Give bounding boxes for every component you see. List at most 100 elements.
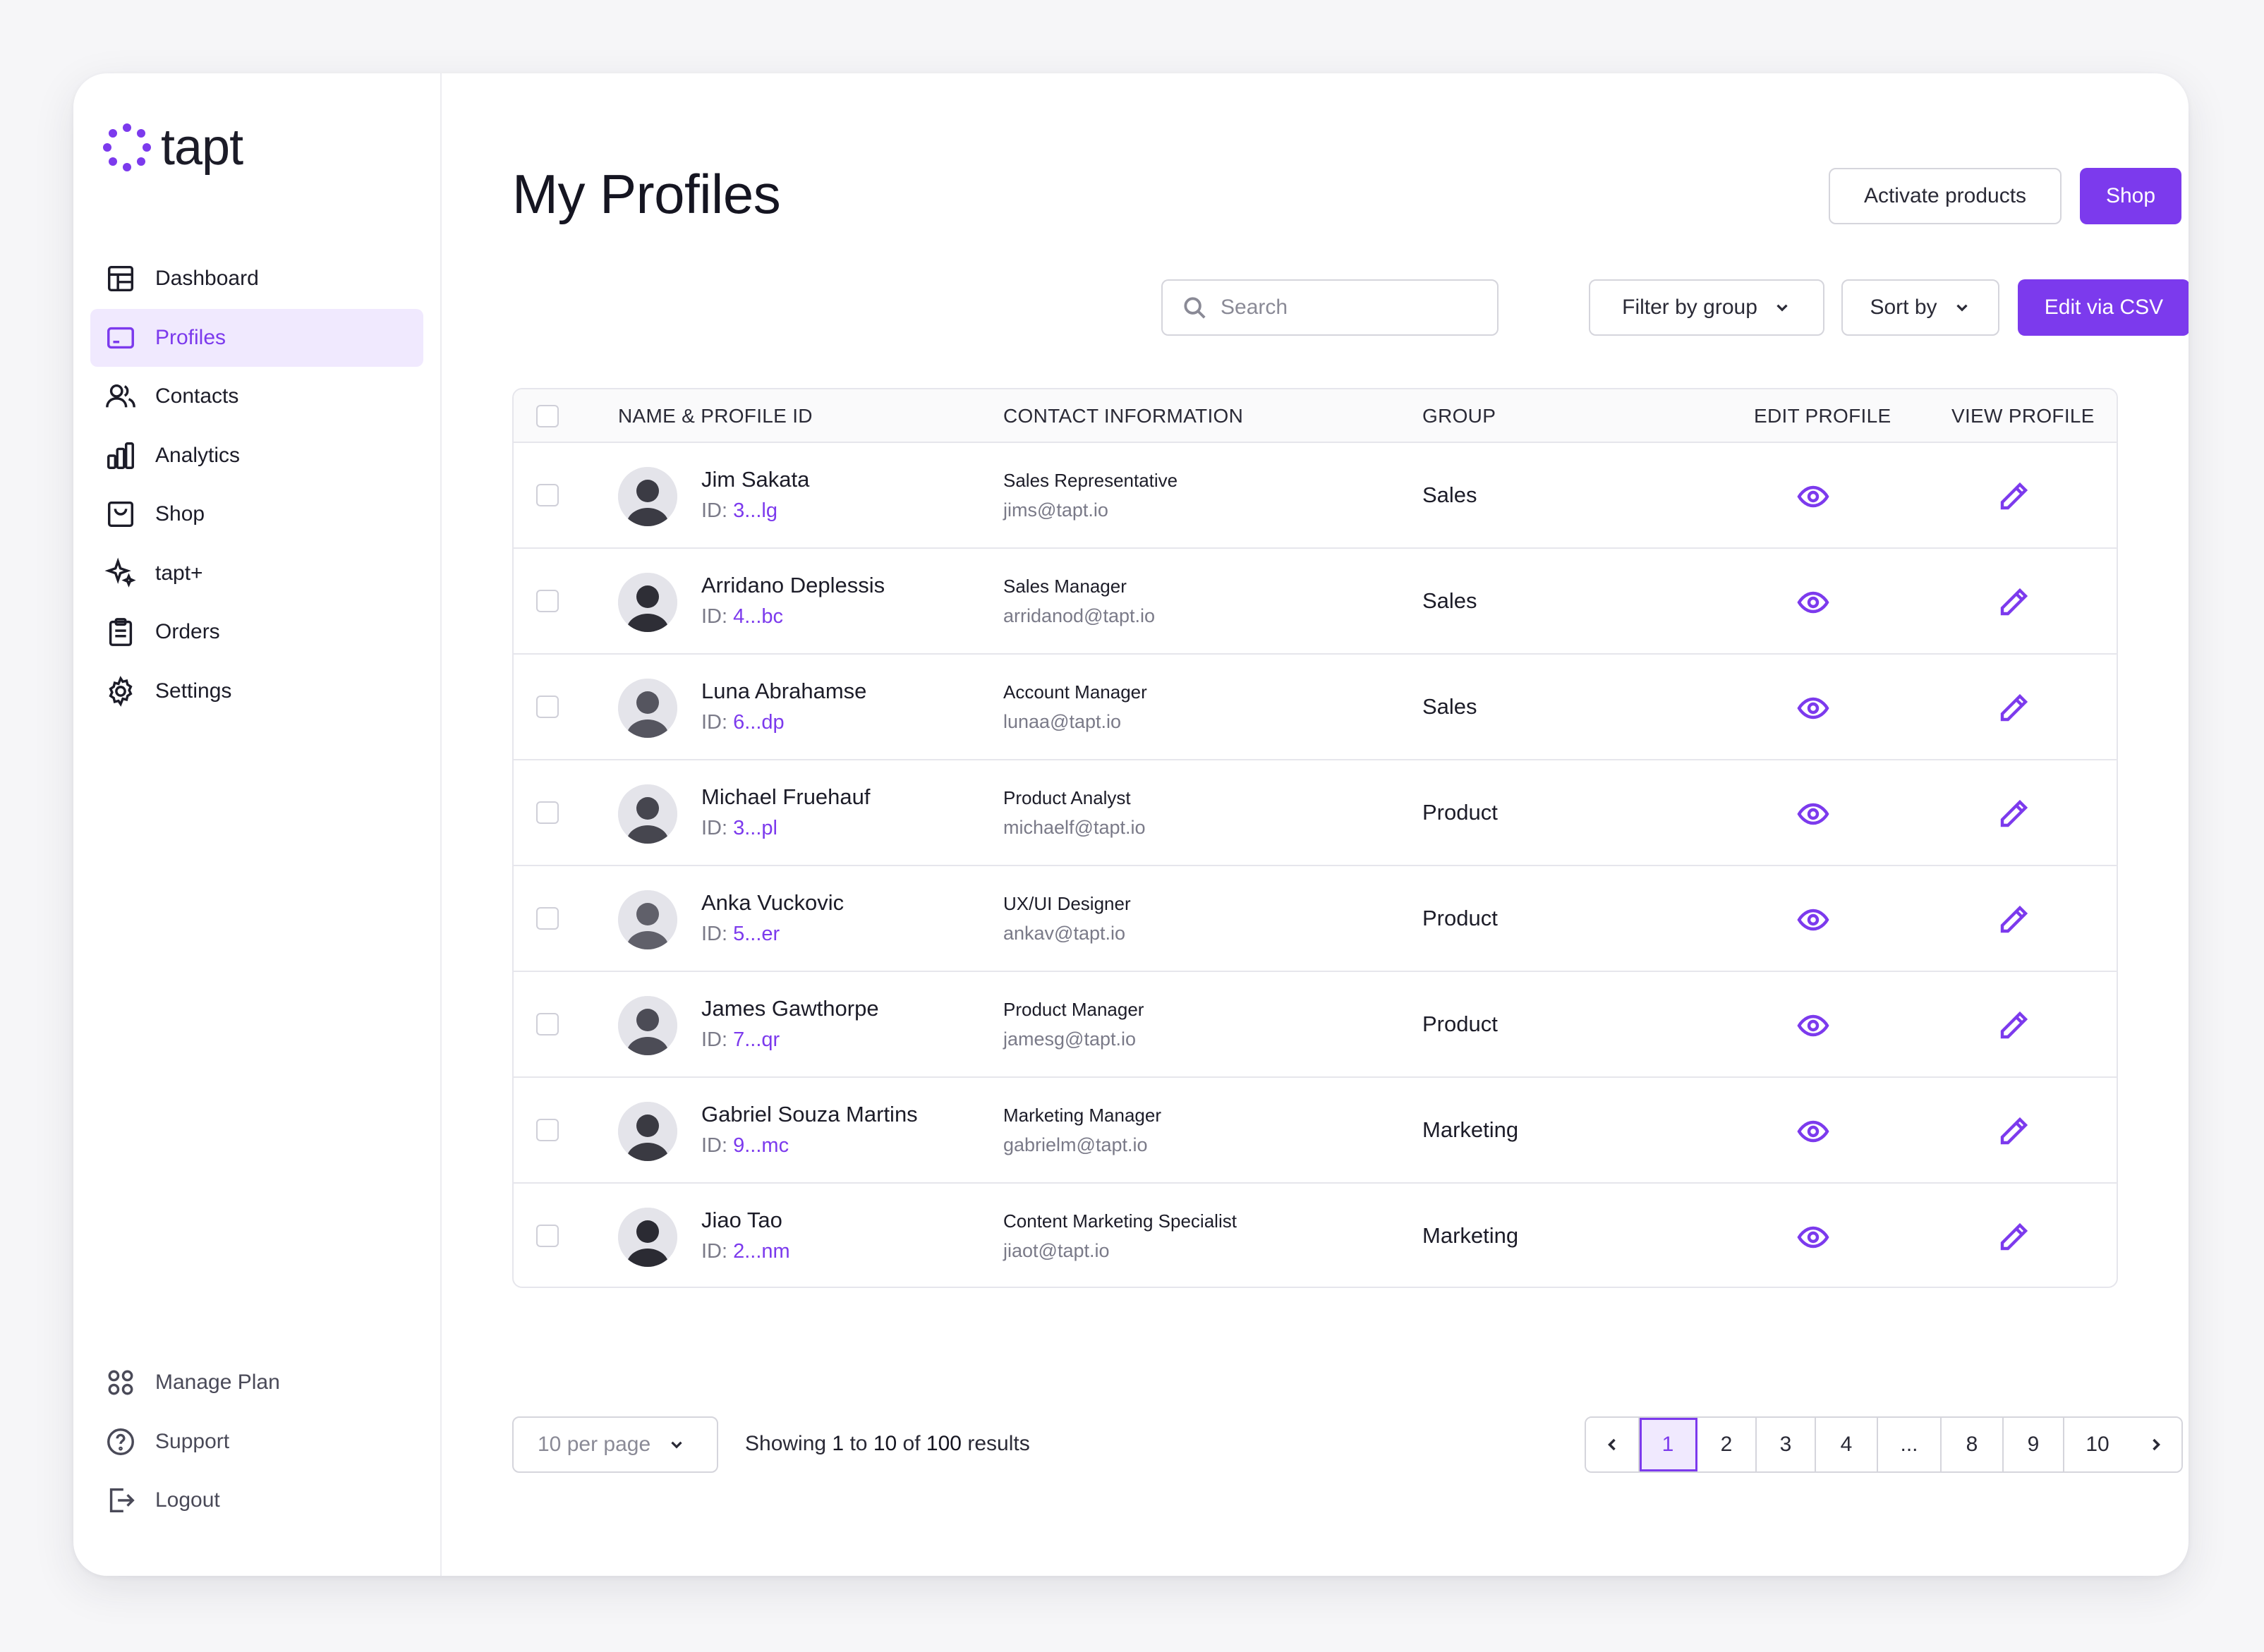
filter-by-group-dropdown[interactable]: Filter by group [1589,279,1824,336]
row-checkbox[interactable] [536,801,559,824]
sidebar-item-analytics[interactable]: Analytics [90,427,423,485]
table-row[interactable]: Luna Abrahamse ID: 6...dp Account Manage… [514,655,2117,760]
view-profile-button[interactable] [1997,480,2030,514]
row-checkbox[interactable] [536,1119,559,1141]
logout-icon [109,1488,135,1513]
profile-name[interactable]: Anka Vuckovic [701,890,845,915]
profile-card-icon [107,327,134,348]
row-checkbox[interactable] [536,696,559,718]
table-row[interactable]: Michael Fruehauf ID: 3...pl Product Anal… [514,760,2117,866]
chevron-down-icon [1776,304,1788,312]
analytics-icon [107,442,134,469]
profile-name[interactable]: Jiao Tao [701,1208,782,1232]
per-page-select[interactable]: 10 per page [512,1416,718,1473]
sidebar-item-logout[interactable]: Logout [90,1471,423,1529]
dashboard-icon [107,265,134,292]
sidebar-item-orders[interactable]: Orders [90,603,423,661]
avatar-photo-icon [618,1208,677,1267]
table-row[interactable]: Anka Vuckovic ID: 5...er UX/UI Designer … [514,866,2117,972]
search-box[interactable] [1161,279,1499,336]
edit-profile-button[interactable] [1796,480,1830,514]
edit-profile-button[interactable] [1796,691,1830,725]
table-row[interactable]: Gabriel Souza Martins ID: 9...mc Marketi… [514,1078,2117,1184]
table-row[interactable]: Arridano Deplessis ID: 4...bc Sales Mana… [514,549,2117,655]
view-profile-button[interactable] [1997,585,2030,619]
row-checkbox[interactable] [536,590,559,612]
sidebar-item-support[interactable]: Support [90,1413,423,1471]
page-button-8[interactable]: 8 [1942,1418,2004,1471]
search-input[interactable] [1221,296,1489,320]
logo[interactable]: tapt [102,116,243,179]
contact-role: Product Analyst [1003,787,1131,808]
avatar [618,679,677,738]
view-profile-button[interactable] [1997,903,2030,937]
pencil-icon [2000,588,2028,616]
pencil-icon [2000,799,2028,827]
profile-id-prefix: ID: [701,1028,734,1051]
activate-products-button[interactable]: Activate products [1829,168,2062,224]
profile-id-value[interactable]: 7...qr [733,1028,780,1051]
page-button-4[interactable]: 4 [1816,1418,1878,1471]
sidebar-item-tapt-plus[interactable]: tapt+ [90,545,423,602]
view-profile-button[interactable] [1997,1115,2030,1148]
chevron-left-icon [1608,1438,1616,1451]
view-profile-button[interactable] [1997,1220,2030,1254]
page-button-1[interactable]: 1 [1640,1418,1697,1471]
edit-profile-button[interactable] [1796,1220,1830,1254]
column-header-group[interactable]: GROUP [1422,405,1496,427]
row-checkbox[interactable] [536,1225,559,1247]
contact-role: Account Manager [1003,681,1147,703]
column-header-contact[interactable]: CONTACT INFORMATION [1003,405,1244,427]
sidebar-item-profiles[interactable]: Profiles [90,308,423,367]
profile-id-value[interactable]: 2...nm [733,1240,790,1263]
edit-profile-button[interactable] [1796,797,1830,831]
page-button-9[interactable]: 9 [2004,1418,2064,1471]
profile-name[interactable]: Jim Sakata [701,467,810,492]
table-row[interactable]: Jiao Tao ID: 2...nm Content Marketing Sp… [514,1184,2117,1287]
profile-id-value[interactable]: 6...dp [733,711,785,734]
profile-id-value[interactable]: 3...pl [733,817,777,839]
view-profile-button[interactable] [1997,1009,2030,1043]
view-profile-button[interactable] [1997,797,2030,831]
view-profile-button[interactable] [1997,691,2030,725]
shop-button[interactable]: Shop [2080,168,2181,224]
contact-role: Sales Representative [1003,470,1178,491]
edit-profile-button[interactable] [1796,903,1830,937]
row-checkbox[interactable] [536,907,559,930]
sidebar-item-settings[interactable]: Settings [90,662,423,720]
prev-page-button[interactable] [1586,1418,1640,1471]
profile-id-value[interactable]: 5...er [733,923,780,945]
profile-name[interactable]: James Gawthorpe [701,996,879,1021]
edit-profile-button[interactable] [1796,1115,1830,1148]
profile-name[interactable]: Arridano Deplessis [701,573,885,597]
table-row[interactable]: James Gawthorpe ID: 7...qr Product Manag… [514,972,2117,1078]
page-button-10[interactable]: 10 [2064,1418,2131,1471]
profile-name[interactable]: Michael Fruehauf [701,784,871,809]
column-header-edit-profile[interactable]: EDIT PROFILE [1754,405,1891,427]
row-checkbox[interactable] [536,1013,559,1035]
edit-profile-button[interactable] [1796,1009,1830,1043]
sidebar-item-contacts[interactable]: Contacts [90,368,423,425]
sort-by-dropdown[interactable]: Sort by [1841,279,1999,336]
contact-role: Product Manager [1003,999,1144,1020]
column-header-view-profile[interactable]: VIEW PROFILE [1951,405,2095,427]
table-row[interactable]: Jim Sakata ID: 3...lg Sales Representati… [514,443,2117,549]
edit-via-csv-button[interactable]: Edit via CSV [2018,279,2189,336]
edit-profile-button[interactable] [1796,585,1830,619]
page-button-2[interactable]: 2 [1697,1418,1757,1471]
sidebar-item-dashboard[interactable]: Dashboard [90,250,423,308]
profile-id-value[interactable]: 3...lg [733,499,777,522]
sidebar-item-manage-plan[interactable]: Manage Plan [90,1354,423,1411]
profile-id-prefix: ID: [701,605,734,628]
row-checkbox[interactable] [536,484,559,506]
of-word: of [902,1432,921,1455]
profile-id-value[interactable]: 9...mc [733,1134,789,1157]
profile-name[interactable]: Luna Abrahamse [701,679,867,703]
profile-name[interactable]: Gabriel Souza Martins [701,1102,918,1126]
page-button-3[interactable]: 3 [1757,1418,1816,1471]
column-header-name[interactable]: NAME & PROFILE ID [618,405,813,427]
profile-id-value[interactable]: 4...bc [733,605,784,628]
select-all-checkbox[interactable] [536,405,559,427]
next-page-button[interactable] [2131,1418,2181,1471]
sidebar-item-shop[interactable]: Shop [90,485,423,543]
